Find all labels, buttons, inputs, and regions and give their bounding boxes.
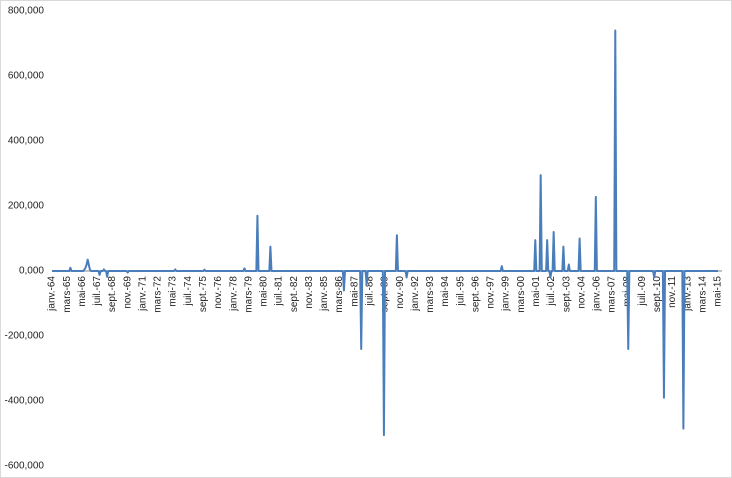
x-tick-label: janv.-64 <box>47 276 58 312</box>
x-tick-label: juil.-88 <box>365 276 376 307</box>
data-line <box>52 29 718 437</box>
x-tick-label: mars-07 <box>607 276 618 313</box>
x-tick-label: mars-65 <box>62 276 73 313</box>
x-tick-label: mai-01 <box>531 276 542 307</box>
y-tick-label: 0,000 <box>19 266 44 277</box>
x-tick-label: juil.-67 <box>92 276 103 307</box>
x-tick-label: mars-93 <box>425 276 436 313</box>
x-tick-label: juil.-09 <box>637 276 648 307</box>
x-tick-label: juil.-95 <box>455 276 466 307</box>
y-tick-label: -200,000 <box>5 331 45 342</box>
y-tick-label: 200,000 <box>8 201 45 212</box>
x-tick-label: mars-79 <box>243 276 254 313</box>
x-tick-label: nov.-11 <box>667 276 678 308</box>
x-tick-label: nov.-83 <box>304 276 315 309</box>
x-tick-label: janv.-78 <box>228 276 239 312</box>
x-tick-label: mars-00 <box>516 276 527 313</box>
y-tick-label: 400,000 <box>8 136 45 147</box>
x-tick-label: sept.-96 <box>470 276 481 313</box>
x-tick-label: janv.-06 <box>592 276 603 312</box>
x-tick-label: juil.-74 <box>183 276 194 307</box>
x-tick-label: sept.-75 <box>198 276 209 313</box>
x-tick-label: mai-80 <box>259 276 270 307</box>
x-tick-label: sept.-68 <box>107 276 118 313</box>
x-tick-label: nov.-04 <box>576 276 587 309</box>
x-tick-label: nov.-97 <box>486 276 497 309</box>
x-tick-label: nov.-69 <box>122 276 133 309</box>
x-tick-label: mai-87 <box>349 276 360 307</box>
y-tick-label: 600,000 <box>8 71 45 82</box>
x-tick-label: nov.-90 <box>395 276 406 309</box>
x-tick-label: sept.-82 <box>289 276 300 313</box>
x-tick-label: janv.-13 <box>682 276 693 312</box>
x-tick-label: mai-15 <box>713 276 724 307</box>
x-tick-label: sept.-03 <box>561 276 572 313</box>
y-tick-label: -400,000 <box>5 396 45 407</box>
x-tick-label: juil.-81 <box>274 276 285 307</box>
x-tick-label: janv.-71 <box>137 276 148 312</box>
y-tick-label: -600,000 <box>5 461 45 472</box>
x-tick-label: nov.-76 <box>213 276 224 309</box>
y-tick-label: 800,000 <box>8 6 45 17</box>
x-tick-label: sept.-10 <box>652 276 663 313</box>
x-tick-label: mai-66 <box>77 276 88 307</box>
x-tick-label: juil.-02 <box>546 276 557 307</box>
x-tick-label: mai-94 <box>440 276 451 307</box>
x-tick-label: janv.-92 <box>410 276 421 312</box>
x-tick-label: mai-73 <box>168 276 179 307</box>
x-tick-label: mars-14 <box>698 276 709 313</box>
x-tick-label: janv.-85 <box>319 276 330 312</box>
x-tick-label: janv.-99 <box>501 276 512 312</box>
x-tick-label: mars-72 <box>153 276 164 313</box>
x-tick-label: mars-86 <box>334 276 345 313</box>
